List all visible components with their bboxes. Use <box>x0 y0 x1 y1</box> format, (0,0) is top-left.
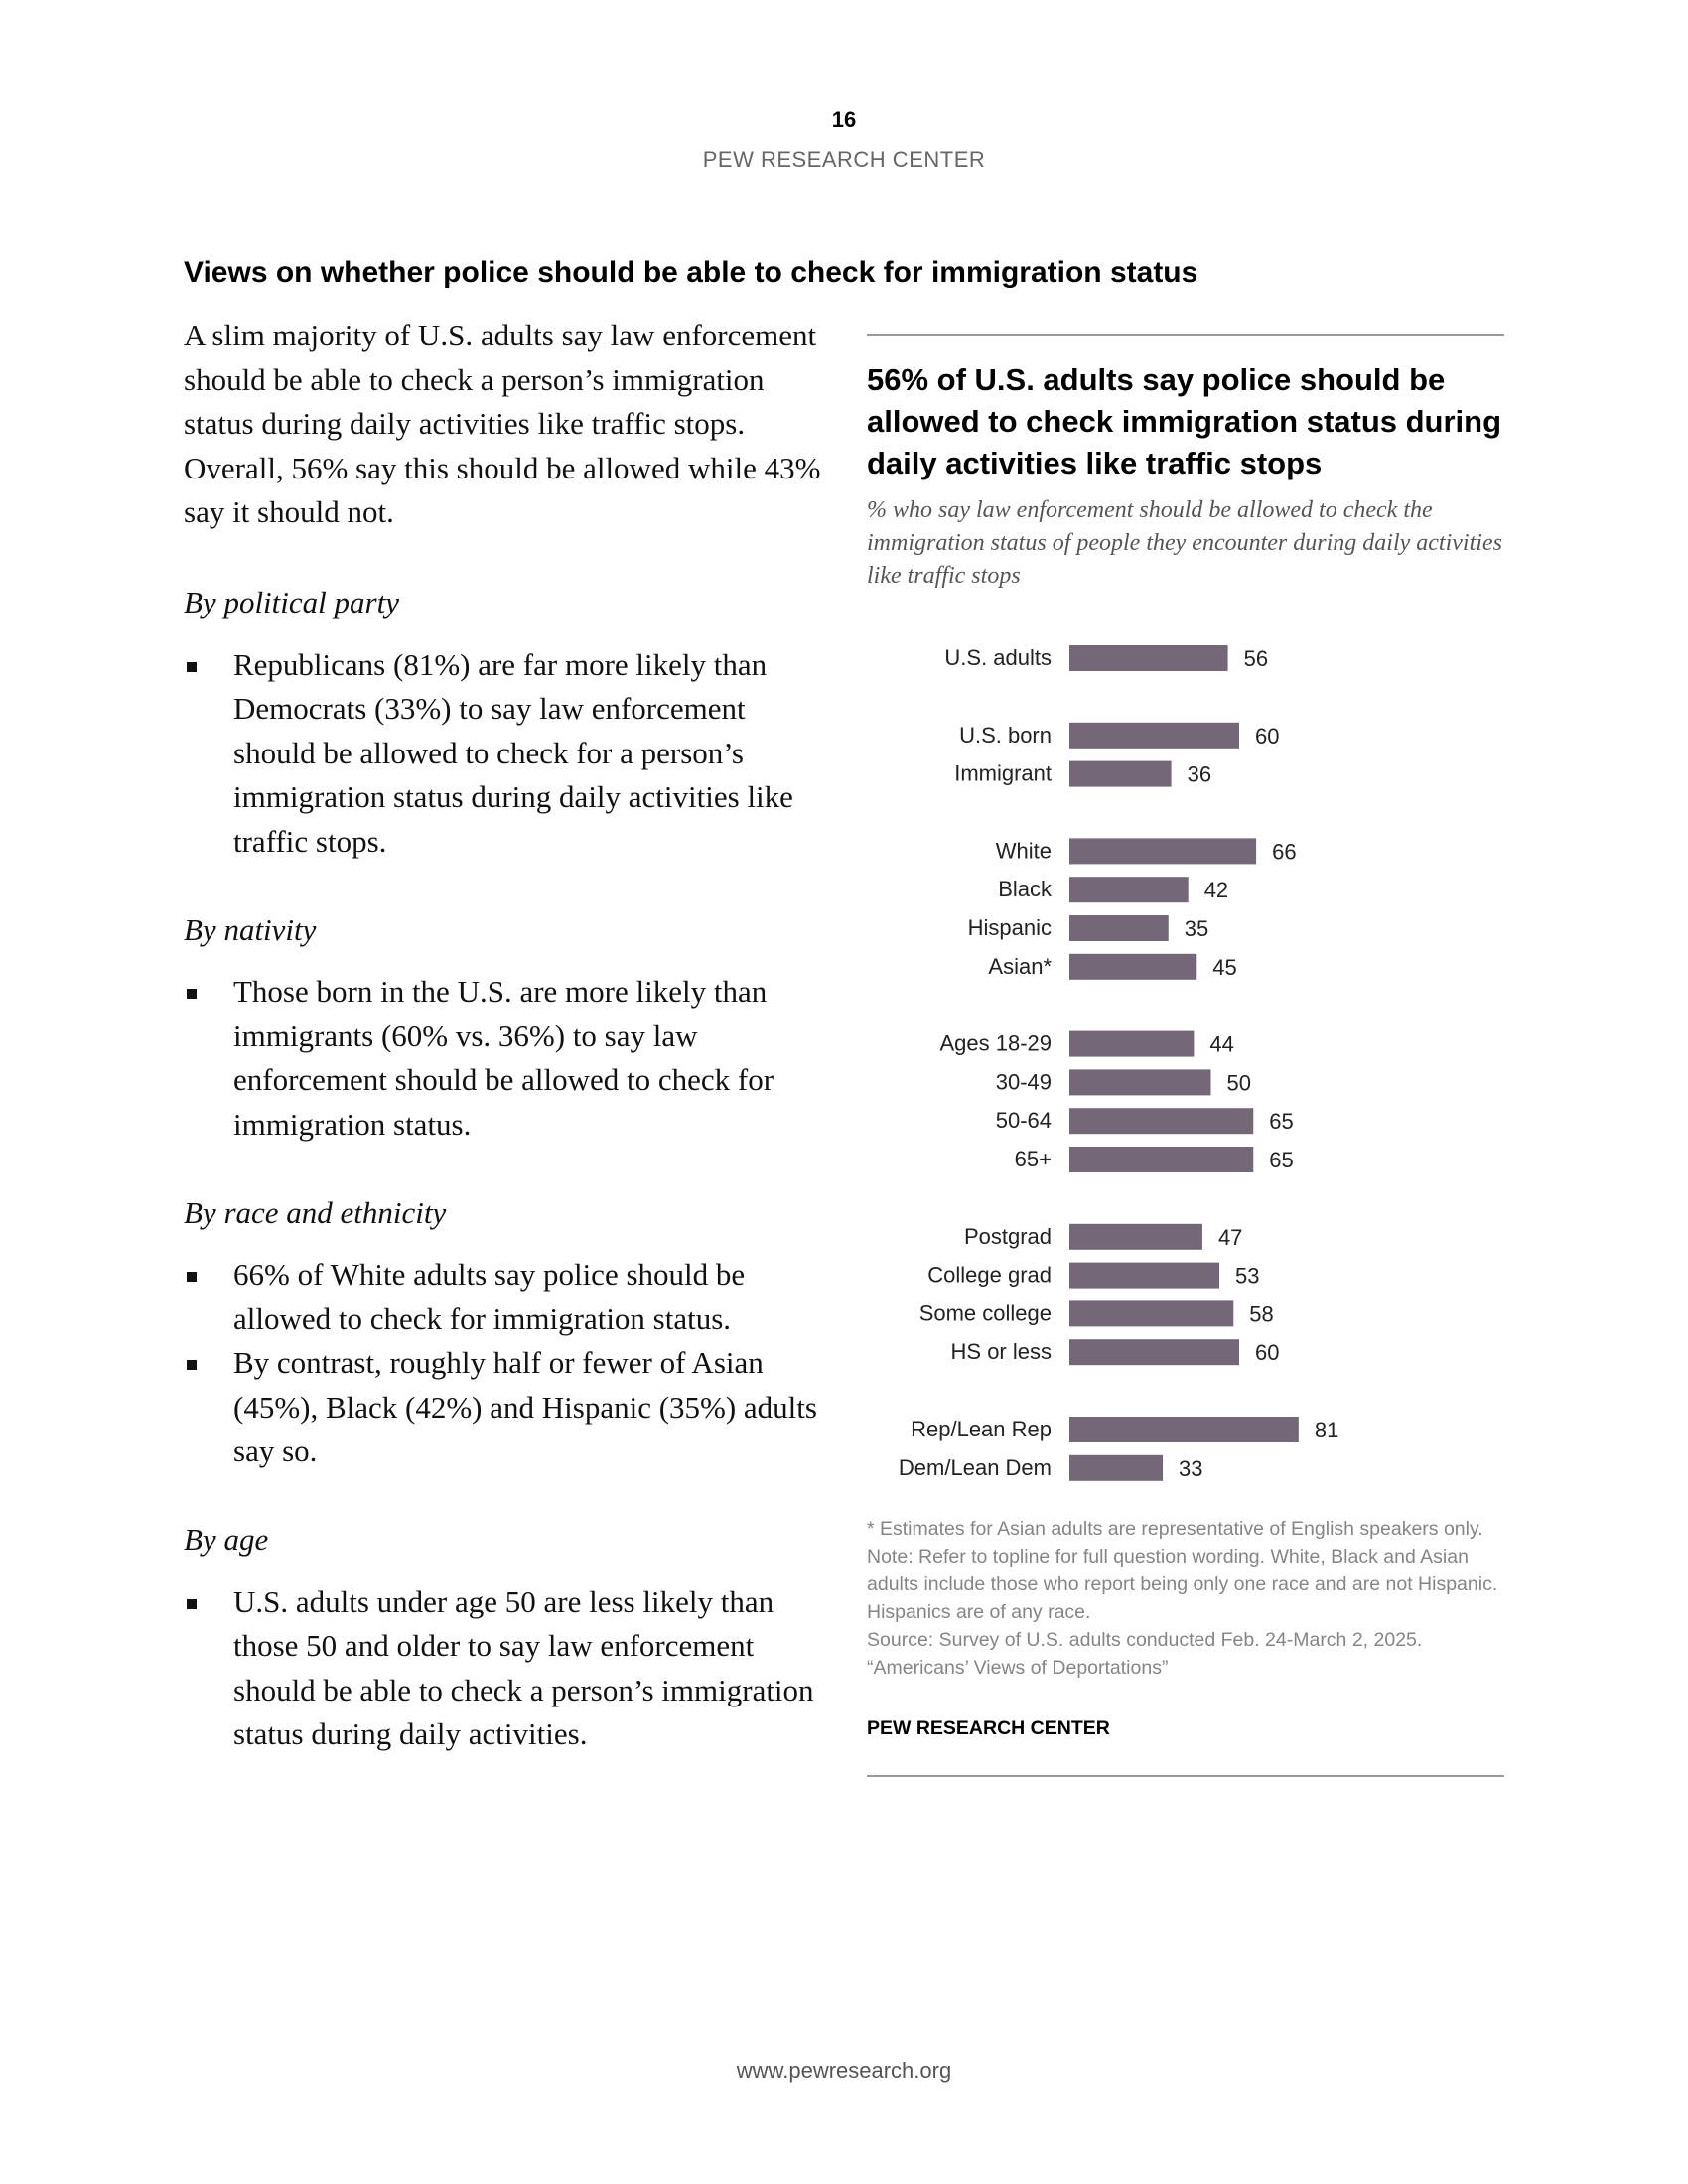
category-label: Black <box>998 877 1053 901</box>
subhead-age: By age <box>184 1522 269 1558</box>
category-label: Some college <box>919 1300 1052 1325</box>
data-label: 81 <box>1315 1418 1338 1442</box>
chart-notes: * Estimates for Asian adults are represe… <box>867 1515 1504 1682</box>
section-heading: Views on whether police should be able t… <box>184 256 1198 289</box>
chart-report-title: “Americans’ Views of Deportations” <box>867 1657 1169 1679</box>
category-label: 30-49 <box>996 1069 1052 1094</box>
category-label: Dem/Lean Dem <box>899 1455 1052 1480</box>
data-label: 58 <box>1249 1301 1273 1326</box>
bullet-item: By contrast, roughly half or fewer of As… <box>184 1341 829 1474</box>
bar <box>1069 1262 1220 1289</box>
category-label: Ages 18-29 <box>939 1031 1052 1056</box>
intro-paragraph: A slim majority of U.S. adults say law e… <box>184 318 821 530</box>
bullet-list-age: U.S. adults under age 50 are less likely… <box>184 1580 829 1757</box>
bar <box>1069 838 1257 865</box>
data-label: 50 <box>1227 1070 1251 1095</box>
bar <box>1069 1108 1254 1135</box>
footer-url: www.pewresearch.org <box>736 2058 952 2083</box>
bar <box>1069 760 1172 787</box>
bar <box>1069 1223 1202 1250</box>
data-label: 65 <box>1269 1148 1293 1172</box>
chart-panel: 56% of U.S. adults say police should be … <box>867 334 1504 1777</box>
bar <box>1069 1339 1239 1366</box>
bullet-item: Republicans (81%) are far more likely th… <box>184 643 829 865</box>
category-label: College grad <box>927 1263 1052 1288</box>
bar <box>1069 953 1197 980</box>
bar <box>1069 877 1189 903</box>
category-label: 65+ <box>1015 1147 1052 1171</box>
bullet-list-nativity: Those born in the U.S. are more likely t… <box>184 970 829 1147</box>
data-label: 33 <box>1179 1456 1202 1481</box>
bullet-list-party: Republicans (81%) are far more likely th… <box>184 643 829 865</box>
data-label: 60 <box>1255 1340 1279 1365</box>
data-label: 35 <box>1185 916 1208 941</box>
chart-asterisk-note: * Estimates for Asian adults are represe… <box>867 1518 1483 1540</box>
data-label: 47 <box>1218 1225 1242 1250</box>
bar <box>1069 1300 1234 1327</box>
bar <box>1069 1454 1164 1481</box>
data-label: 66 <box>1272 839 1296 864</box>
chart-title: 56% of U.S. adults say police should be … <box>867 362 1502 480</box>
chart-source-org: PEW RESEARCH CENTER <box>867 1717 1110 1739</box>
bar <box>1069 915 1169 941</box>
category-label: White <box>996 838 1052 863</box>
bar <box>1069 722 1239 749</box>
data-label: 53 <box>1235 1264 1259 1289</box>
bullet-item: U.S. adults under age 50 are less likely… <box>184 1580 829 1757</box>
bullet-item: Those born in the U.S. are more likely t… <box>184 970 829 1147</box>
data-label: 60 <box>1255 724 1279 749</box>
data-label: 65 <box>1269 1109 1293 1134</box>
bar <box>1069 1069 1211 1096</box>
category-label: U.S. born <box>959 723 1052 748</box>
bar-chart: U.S. adults 56 U.S. born 60 Immigrant 36 White… <box>899 645 1338 1481</box>
data-label: 44 <box>1209 1032 1233 1057</box>
bullet-list-race: 66% of White adults say police should be… <box>184 1253 829 1474</box>
category-label: Postgrad <box>964 1224 1052 1249</box>
category-label: U.S. adults <box>944 645 1052 670</box>
chart-subtitle: % who say law enforcement should be allo… <box>867 497 1502 589</box>
subhead-race: By race and ethnicity <box>184 1194 447 1230</box>
bar <box>1069 1417 1299 1442</box>
bar <box>1069 1030 1195 1057</box>
bar <box>1069 1147 1254 1172</box>
subhead-party: By political party <box>184 584 399 619</box>
chart-source: Source: Survey of U.S. adults conducted … <box>867 1629 1423 1651</box>
data-label: 56 <box>1244 646 1268 671</box>
category-label: HS or less <box>951 1339 1052 1364</box>
category-label: Rep/Lean Rep <box>911 1417 1052 1441</box>
page-number: 16 <box>831 107 857 132</box>
chart-note: Note: Refer to topline for full question… <box>867 1546 1498 1623</box>
category-label: Asian* <box>988 954 1052 979</box>
category-label: 50-64 <box>996 1108 1052 1133</box>
body-text-column: A slim majority of U.S. adults say law e… <box>184 314 829 1801</box>
bar <box>1069 645 1228 671</box>
category-label: Hispanic <box>968 915 1052 940</box>
category-label: Immigrant <box>954 761 1052 786</box>
subhead-nativity: By nativity <box>184 911 317 947</box>
data-label: 45 <box>1212 955 1236 980</box>
data-label: 36 <box>1188 762 1211 787</box>
header-org-name: PEW RESEARCH CENTER <box>702 147 986 172</box>
bullet-item: 66% of White adults say police should be… <box>184 1253 829 1341</box>
data-label: 42 <box>1204 878 1228 902</box>
